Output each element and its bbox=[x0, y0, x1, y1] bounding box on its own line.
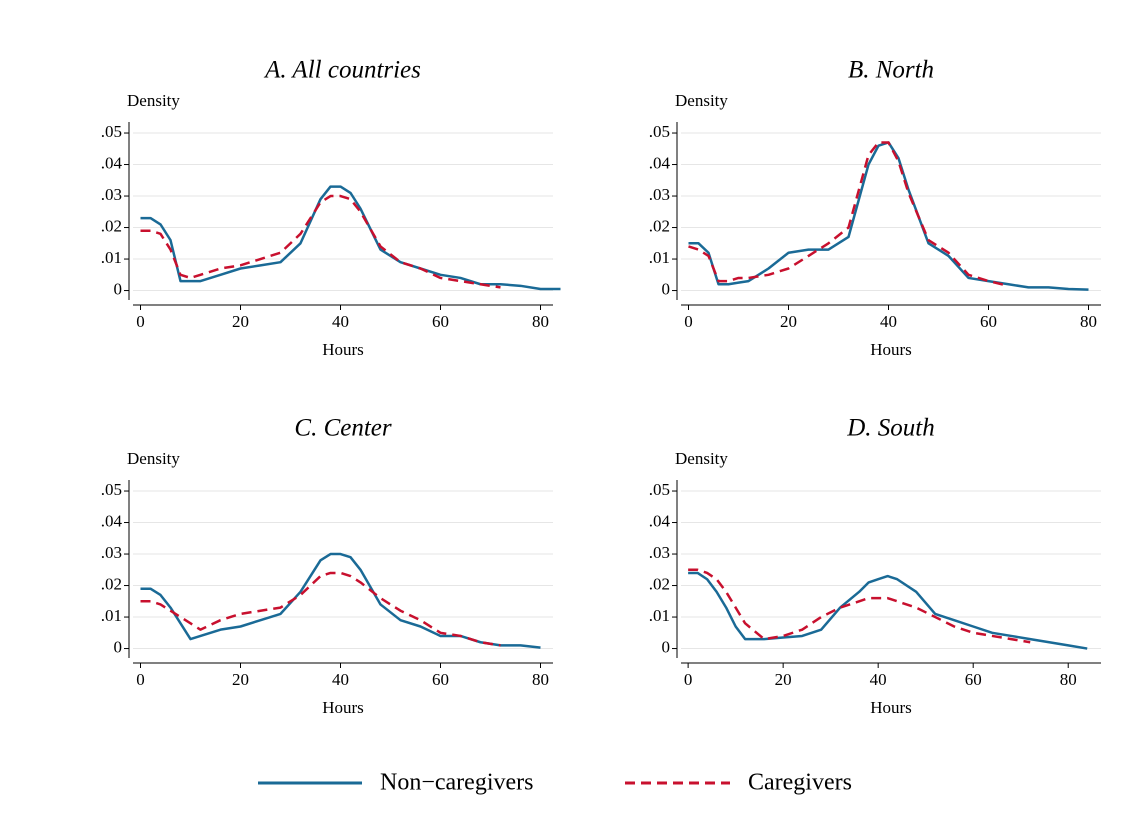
x-axis-title: Hours bbox=[870, 340, 912, 359]
y-tick-label: .05 bbox=[649, 480, 670, 499]
series-line bbox=[140, 185, 561, 291]
y-tick-label: 0 bbox=[114, 279, 123, 298]
y-tick-label: .01 bbox=[101, 606, 122, 625]
y-tick-label: .03 bbox=[101, 185, 122, 204]
x-tick-label: 60 bbox=[432, 312, 449, 331]
series-line bbox=[688, 141, 1089, 291]
legend-label: Non−caregivers bbox=[380, 770, 533, 796]
x-tick-label: 20 bbox=[780, 312, 797, 331]
x-tick-label: 20 bbox=[232, 312, 249, 331]
series-line bbox=[688, 571, 1088, 650]
y-tick-label: 0 bbox=[662, 279, 671, 298]
y-tick-label: .02 bbox=[101, 574, 122, 593]
x-tick-label: 20 bbox=[232, 670, 249, 689]
y-tick-label: .04 bbox=[649, 153, 671, 172]
legend-label: Caregivers bbox=[748, 770, 852, 796]
y-tick-label: .04 bbox=[649, 511, 671, 530]
y-tick-label: .02 bbox=[649, 216, 670, 235]
y-tick-label: .04 bbox=[101, 153, 123, 172]
series-line bbox=[688, 568, 1031, 644]
series-line bbox=[140, 552, 541, 649]
x-axis-title: Hours bbox=[322, 698, 364, 717]
x-tick-label: 0 bbox=[684, 312, 693, 331]
y-tick-label: .03 bbox=[649, 543, 670, 562]
panel-title: C. Center bbox=[294, 415, 391, 442]
panel-title: A. All countries bbox=[263, 57, 421, 84]
panel-title: B. North bbox=[848, 57, 934, 84]
y-tick-label: .03 bbox=[649, 185, 670, 204]
x-tick-label: 40 bbox=[332, 670, 349, 689]
x-axis-title: Hours bbox=[322, 340, 364, 359]
y-tick-label: .05 bbox=[101, 122, 122, 141]
x-tick-label: 0 bbox=[136, 670, 145, 689]
y-tick-label: .02 bbox=[101, 216, 122, 235]
x-tick-label: 80 bbox=[532, 312, 549, 331]
x-tick-label: 80 bbox=[532, 670, 549, 689]
y-axis-title: Density bbox=[127, 91, 180, 110]
x-tick-label: 20 bbox=[775, 670, 792, 689]
panel-title: D. South bbox=[846, 415, 935, 442]
y-tick-label: .04 bbox=[101, 511, 123, 530]
series-line bbox=[140, 571, 501, 647]
y-tick-label: .01 bbox=[649, 248, 670, 267]
y-tick-label: .01 bbox=[101, 248, 122, 267]
y-axis-title: Density bbox=[675, 91, 728, 110]
x-tick-label: 0 bbox=[136, 312, 145, 331]
series-line bbox=[140, 194, 501, 289]
y-tick-label: 0 bbox=[114, 637, 123, 656]
x-tick-label: 60 bbox=[432, 670, 449, 689]
y-tick-label: .02 bbox=[649, 574, 670, 593]
x-tick-label: 60 bbox=[980, 312, 997, 331]
y-axis-title: Density bbox=[675, 449, 728, 468]
x-tick-label: 40 bbox=[870, 670, 887, 689]
series-line bbox=[688, 141, 1009, 288]
y-tick-label: .01 bbox=[649, 606, 670, 625]
x-tick-label: 80 bbox=[1080, 312, 1097, 331]
x-tick-label: 40 bbox=[332, 312, 349, 331]
x-axis-title: Hours bbox=[870, 698, 912, 717]
x-tick-label: 40 bbox=[880, 312, 897, 331]
y-tick-label: .05 bbox=[649, 122, 670, 141]
y-tick-label: .05 bbox=[101, 480, 122, 499]
x-tick-label: 0 bbox=[684, 670, 693, 689]
y-tick-label: 0 bbox=[662, 637, 671, 656]
y-axis-title: Density bbox=[127, 449, 180, 468]
y-tick-label: .03 bbox=[101, 543, 122, 562]
x-tick-label: 80 bbox=[1060, 670, 1077, 689]
x-tick-label: 60 bbox=[965, 670, 982, 689]
